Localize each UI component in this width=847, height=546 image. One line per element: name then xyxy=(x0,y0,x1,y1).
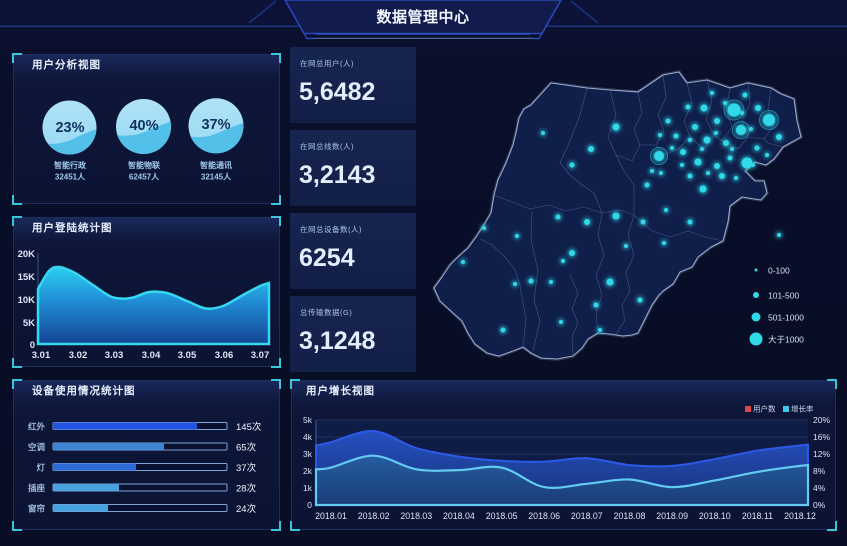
svg-text:0: 0 xyxy=(30,340,35,351)
svg-text:插座: 插座 xyxy=(28,483,46,493)
svg-text:2018.03: 2018.03 xyxy=(400,511,432,521)
svg-text:3.06: 3.06 xyxy=(215,350,234,361)
svg-text:3.04: 3.04 xyxy=(142,350,161,361)
svg-text:1k: 1k xyxy=(303,483,313,493)
svg-text:145次: 145次 xyxy=(236,421,262,433)
svg-text:2018.10: 2018.10 xyxy=(699,511,731,521)
svg-text:62457人: 62457人 xyxy=(129,172,160,182)
svg-text:智能通讯: 智能通讯 xyxy=(200,160,232,170)
svg-text:4k: 4k xyxy=(303,432,313,442)
svg-text:2018.09: 2018.09 xyxy=(656,511,688,521)
svg-text:0: 0 xyxy=(307,500,312,510)
svg-text:8%: 8% xyxy=(813,466,826,476)
svg-text:用户数: 用户数 xyxy=(753,404,776,414)
svg-text:空调: 空调 xyxy=(28,442,46,452)
svg-text:32451人: 32451人 xyxy=(55,172,86,182)
svg-text:灯: 灯 xyxy=(36,463,45,473)
svg-text:28次: 28次 xyxy=(236,483,257,495)
svg-text:2k: 2k xyxy=(303,466,313,476)
svg-text:37次: 37次 xyxy=(236,462,257,474)
svg-text:2018.06: 2018.06 xyxy=(528,511,560,521)
svg-text:101-500: 101-500 xyxy=(768,291,799,301)
svg-text:3.05: 3.05 xyxy=(178,350,197,361)
svg-text:窗帘: 窗帘 xyxy=(28,504,46,514)
svg-text:16%: 16% xyxy=(813,432,830,442)
svg-text:红外: 红外 xyxy=(28,422,46,432)
svg-text:0%: 0% xyxy=(813,500,826,510)
svg-text:3.01: 3.01 xyxy=(32,350,51,361)
svg-text:2018.08: 2018.08 xyxy=(614,511,646,521)
svg-text:24次: 24次 xyxy=(236,503,257,515)
svg-text:2018.12: 2018.12 xyxy=(784,511,816,521)
svg-text:4%: 4% xyxy=(813,483,826,493)
svg-text:智能物联: 智能物联 xyxy=(128,160,160,170)
svg-text:2018.02: 2018.02 xyxy=(358,511,390,521)
svg-text:65次: 65次 xyxy=(236,442,257,454)
svg-text:3.02: 3.02 xyxy=(69,350,88,361)
svg-text:15K: 15K xyxy=(18,272,36,283)
svg-text:40%: 40% xyxy=(129,118,158,134)
svg-text:2018.01: 2018.01 xyxy=(315,511,347,521)
svg-text:智能行政: 智能行政 xyxy=(54,160,86,170)
svg-text:32145人: 32145人 xyxy=(201,172,232,182)
svg-text:20%: 20% xyxy=(813,415,830,425)
svg-text:2018.04: 2018.04 xyxy=(443,511,475,521)
svg-text:数据管理中心: 数据管理中心 xyxy=(376,8,469,26)
svg-text:3.07: 3.07 xyxy=(251,350,270,361)
svg-text:5K: 5K xyxy=(23,318,35,329)
svg-text:增长率: 增长率 xyxy=(791,404,814,414)
svg-text:37%: 37% xyxy=(201,117,230,133)
svg-text:2018.05: 2018.05 xyxy=(486,511,518,521)
svg-text:10K: 10K xyxy=(18,295,36,306)
svg-text:2018.11: 2018.11 xyxy=(742,511,773,521)
svg-text:23%: 23% xyxy=(55,120,84,136)
svg-text:501-1000: 501-1000 xyxy=(768,313,804,323)
svg-text:3.03: 3.03 xyxy=(105,350,124,361)
svg-text:20K: 20K xyxy=(18,249,36,260)
svg-text:大于1000: 大于1000 xyxy=(768,335,804,345)
svg-text:3k: 3k xyxy=(303,449,313,459)
svg-text:2018.07: 2018.07 xyxy=(571,511,603,521)
svg-text:12%: 12% xyxy=(813,449,830,459)
svg-text:0-100: 0-100 xyxy=(768,266,790,276)
svg-text:5k: 5k xyxy=(303,415,313,425)
